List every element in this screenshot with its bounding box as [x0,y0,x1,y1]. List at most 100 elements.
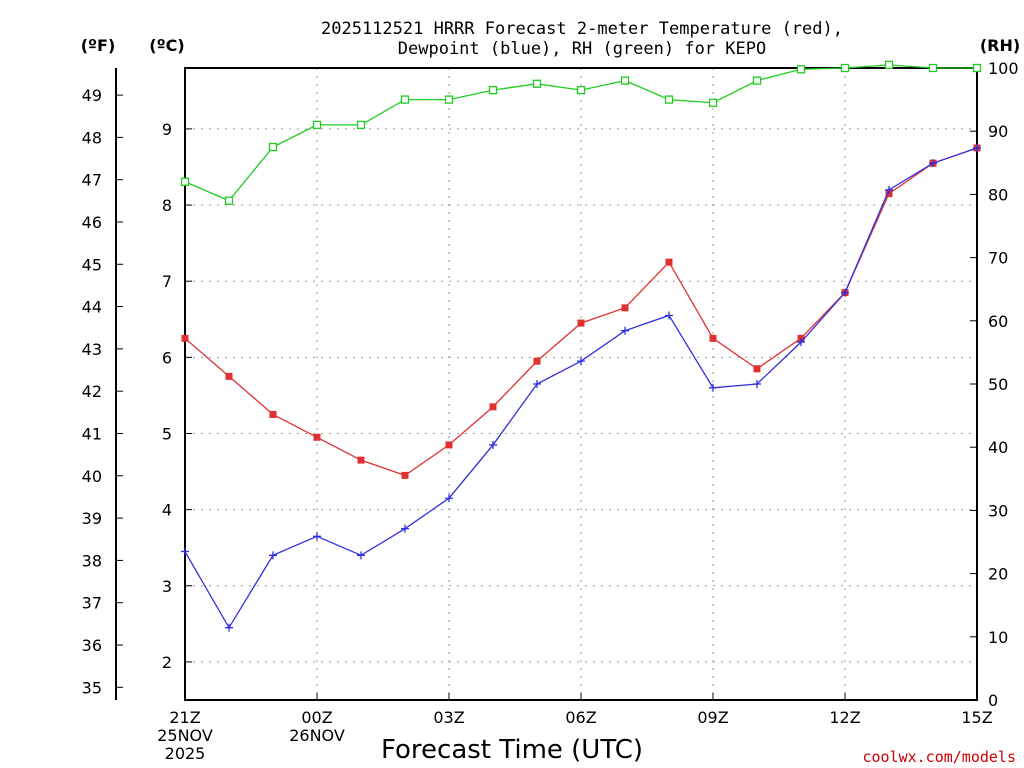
dewpoint-point [885,185,893,194]
chart-title-line1: 2025112521 HRRR Forecast 2-meter Tempera… [321,19,843,39]
rh-point [796,65,806,74]
dewpoint-point [709,383,717,392]
dewpoint-point [489,440,497,449]
rh-tick-label: 70 [988,249,1008,268]
x-tick-label: 03Z [433,708,464,727]
rh-tick-label: 0 [988,691,998,710]
temperature-point [445,441,453,449]
fahrenheit-tick-label: 42 [82,382,102,401]
dewpoint-point [357,551,365,560]
rh-point [620,76,630,85]
temperature-point [181,334,189,342]
rh-point [400,95,410,104]
fahrenheit-tick-label: 38 [82,551,102,570]
x-tick-label: 06Z [565,708,596,727]
rh-point [356,120,366,130]
rh-point [532,79,542,88]
dewpoint-point [797,338,805,347]
dewpoint-point [973,143,981,152]
x-tick-label: 21Z [169,708,200,727]
rh-point [928,63,938,73]
rh-axis: 0 10 20 30 40 50 60 70 80 90 100 [970,59,1019,710]
temperature-point [533,357,541,365]
temperature-point [621,304,629,312]
fahrenheit-tick-label: 44 [82,298,102,317]
dewpoint-point [445,494,453,503]
rh-tick-label: 30 [988,501,1008,520]
temperature-point [665,258,673,266]
x-tick-label: 26NOV [289,726,345,745]
temperature-point [753,365,761,373]
temperature-point [577,319,585,327]
dewpoint-point [225,623,233,632]
rh-tick-label: 80 [988,185,1008,204]
fahrenheit-tick-label: 39 [82,509,102,528]
rh-point [312,120,322,130]
credit-label: coolwx.com/models [862,748,1016,766]
x-tick-label: 2025 [165,744,206,763]
x-tick-label: 09Z [697,708,728,727]
rh-point [224,196,234,205]
fahrenheit-tick-label: 35 [82,678,102,697]
temperature-point [357,456,365,464]
dewpoint-point [401,524,409,533]
x-tick-label: 15Z [961,708,992,727]
x-tick-label: 25NOV [157,726,213,745]
x-axis-label: Forecast Time (UTC) [381,735,643,765]
fahrenheit-tick-label: 48 [82,128,102,147]
series-layer [180,60,982,632]
fahrenheit-unit-label: (ºF) [81,36,116,55]
fahrenheit-tick-label: 36 [82,636,102,655]
rh-point [972,63,982,73]
temperature-point [225,372,233,380]
rh-point [576,85,586,95]
celsius-tick-label: 5 [162,424,172,443]
rh-tick-label: 90 [988,122,1008,141]
temperature-point [709,334,717,342]
celsius-tick-label: 6 [162,348,172,367]
dewpoint-point [269,551,277,560]
rh-point [708,98,718,107]
x-tick-label: 00Z [301,708,332,727]
dewpoint-point [533,380,541,388]
rh-point [884,60,894,69]
celsius-tick-label: 2 [162,653,172,672]
rh-point [444,95,454,104]
rh-point [664,95,674,104]
fahrenheit-tick-label: 49 [82,86,102,105]
fahrenheit-tick-label: 37 [82,594,102,613]
dewpoint-point [313,532,321,541]
rh-tick-label: 100 [988,59,1019,78]
rh-series [180,60,982,205]
x-tick-label: 12Z [829,708,860,727]
dewpoint-point [929,159,937,168]
dewpoint-series [181,143,981,632]
temperature-point [313,433,321,441]
rh-tick-label: 60 [988,312,1008,331]
grid-lines [184,68,978,700]
rh-point [752,76,762,85]
rh-tick-label: 10 [988,628,1008,647]
dewpoint-point [577,357,585,366]
rh-unit-label: (RH) [980,36,1020,55]
fahrenheit-tick-label: 40 [82,467,102,486]
rh-point [488,85,498,95]
celsius-axis: 2 3 4 5 6 7 8 9 [162,120,192,672]
celsius-tick-label: 7 [162,272,172,291]
temperature-point [489,403,497,411]
dewpoint-point [753,380,761,388]
fahrenheit-axis: 35 36 37 38 39 40 41 42 43 44 45 46 47 48 49 [82,86,123,697]
dewpoint-line [184,147,978,629]
fahrenheit-tick-label: 46 [82,213,102,232]
celsius-unit-label: (ºC) [149,36,184,55]
temperature-point [269,410,277,418]
temperature-point [401,471,409,479]
rh-tick-label: 20 [988,565,1008,584]
dewpoint-point [621,326,629,335]
rh-point [180,177,190,186]
dewpoint-point [841,288,849,297]
celsius-tick-label: 8 [162,196,172,215]
fahrenheit-tick-label: 45 [82,255,102,274]
